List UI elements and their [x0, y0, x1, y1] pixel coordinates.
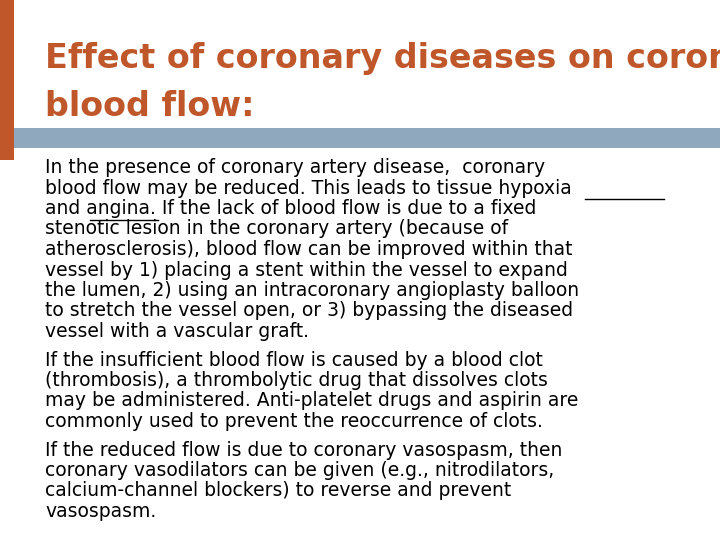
Text: may be administered. Anti-platelet drugs and aspirin are: may be administered. Anti-platelet drugs… — [45, 392, 578, 410]
Text: stenotic lesion in the coronary artery (because of: stenotic lesion in the coronary artery (… — [45, 219, 508, 239]
Text: vessel by 1) placing a stent within the vessel to expand: vessel by 1) placing a stent within the … — [45, 260, 568, 280]
Text: atherosclerosis), blood flow can be improved within that: atherosclerosis), blood flow can be impr… — [45, 240, 572, 259]
Text: the lumen, 2) using an intracoronary angioplasty balloon: the lumen, 2) using an intracoronary ang… — [45, 281, 579, 300]
Text: vessel with a vascular graft.: vessel with a vascular graft. — [45, 322, 309, 341]
Text: blood flow may be reduced. This leads to tissue hypoxia: blood flow may be reduced. This leads to… — [45, 179, 572, 198]
Text: In the presence of coronary artery disease,  coronary: In the presence of coronary artery disea… — [45, 158, 545, 177]
Text: commonly used to prevent the reoccurrence of clots.: commonly used to prevent the reoccurrenc… — [45, 412, 543, 431]
Text: If the insufficient blood flow is caused by a blood clot: If the insufficient blood flow is caused… — [45, 350, 543, 369]
Bar — [0, 128, 720, 148]
Text: calcium-channel blockers) to reverse and prevent: calcium-channel blockers) to reverse and… — [45, 482, 511, 501]
Bar — [0, 0, 14, 148]
Text: blood flow:: blood flow: — [45, 90, 254, 123]
Text: coronary vasodilators can be given (e.g., nitrodilators,: coronary vasodilators can be given (e.g.… — [45, 461, 554, 480]
Text: Effect of coronary diseases on coronary: Effect of coronary diseases on coronary — [45, 42, 720, 75]
Text: (thrombosis), a thrombolytic drug that dissolves clots: (thrombosis), a thrombolytic drug that d… — [45, 371, 548, 390]
Text: and angina. If the lack of blood flow is due to a fixed: and angina. If the lack of blood flow is… — [45, 199, 536, 218]
Text: If the reduced flow is due to coronary vasospasm, then: If the reduced flow is due to coronary v… — [45, 441, 562, 460]
Text: to stretch the vessel open, or 3) bypassing the diseased: to stretch the vessel open, or 3) bypass… — [45, 301, 573, 321]
Bar — [0, 148, 14, 160]
Text: vasospasm.: vasospasm. — [45, 502, 156, 521]
